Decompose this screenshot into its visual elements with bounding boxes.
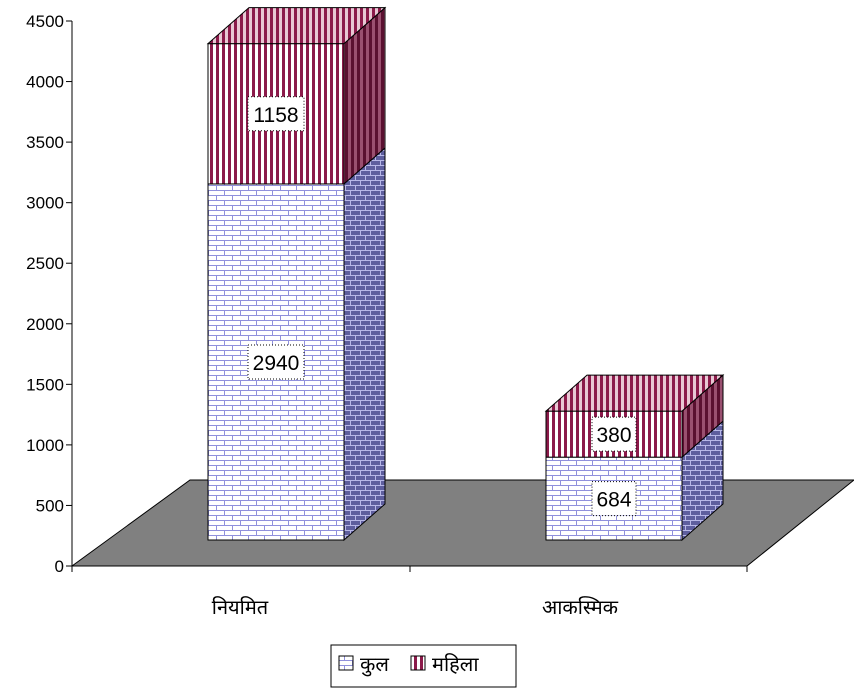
y-tick-label: 3000 bbox=[26, 194, 64, 213]
y-tick-label: 2500 bbox=[26, 254, 64, 273]
data-label-box bbox=[591, 481, 637, 517]
data-label-box bbox=[247, 96, 305, 132]
legend-label-mahila: महिला bbox=[432, 653, 479, 676]
floor-plane bbox=[70, 479, 854, 567]
y-tick-label: 500 bbox=[36, 496, 64, 515]
legend-swatch-mahila bbox=[410, 655, 426, 671]
bar-side-kul bbox=[343, 146, 386, 542]
y-tick-label: 1500 bbox=[26, 375, 64, 394]
data-label-box bbox=[247, 344, 305, 380]
data-label-box bbox=[591, 416, 637, 452]
y-tick-label: 4000 bbox=[26, 73, 64, 92]
y-tick-label: 3500 bbox=[26, 133, 64, 152]
bar-top bbox=[206, 7, 387, 45]
y-tick-label: 1000 bbox=[26, 436, 64, 455]
x-tick-label: नियमित bbox=[212, 596, 269, 619]
data-label: 1158 bbox=[253, 104, 298, 127]
x-tick-label: आकस्मिक bbox=[542, 596, 619, 619]
legend-label-kul: कुल bbox=[360, 654, 389, 677]
y-tick-label: 0 bbox=[55, 557, 64, 576]
y-tick-label: 4500 bbox=[26, 12, 64, 31]
legend: कुल महिला bbox=[330, 644, 517, 688]
bar-top bbox=[544, 374, 725, 412]
legend-swatch-kul bbox=[338, 655, 354, 671]
y-tick-label: 2000 bbox=[26, 315, 64, 334]
data-label: 684 bbox=[596, 489, 631, 512]
data-label: 2940 bbox=[253, 352, 300, 375]
data-label: 380 bbox=[596, 424, 631, 447]
